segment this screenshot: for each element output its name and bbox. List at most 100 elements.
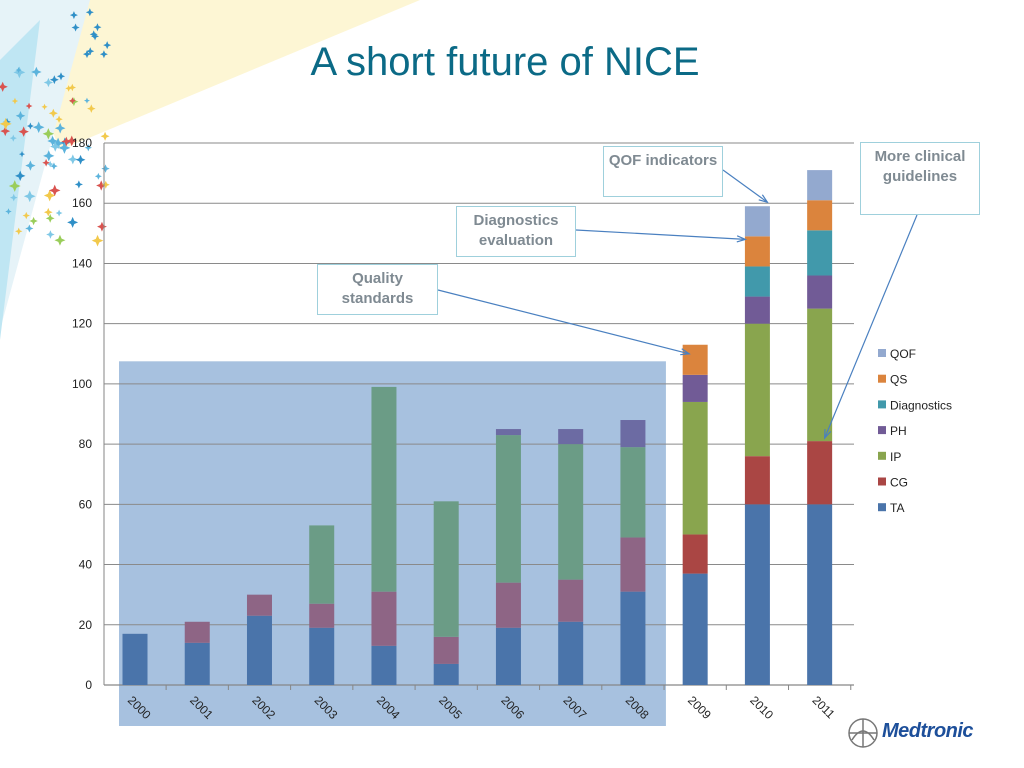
light-ray-shape [0,0,420,150]
bar-segment-diagnostics-2010 [744,266,770,297]
bar-segment-ph-2011 [807,275,833,309]
star-icon [43,189,56,202]
callout-qof-text: QOF indicators [608,152,718,169]
star-icon [61,136,72,147]
star-icon [15,227,23,236]
star-icon [15,110,26,121]
star-icon [52,137,64,149]
legend-label-ip: IP [890,450,901,464]
bars-layer [122,170,833,685]
star-icon [67,154,78,165]
star-icon [84,144,92,152]
bar-segment-ip-2005 [433,501,459,637]
star-icon [68,83,77,92]
star-icon [25,224,34,233]
bar-segment-ta-2007 [558,621,584,685]
star-icon [56,72,66,81]
legend-label-ta: TA [890,501,904,515]
star-icon [43,150,55,162]
star-icon [87,104,96,113]
bar-segment-ta-2006 [495,627,521,685]
bar-segment-diagnostics-2011 [807,230,833,276]
gridlines-layer [103,142,854,690]
star-icon [96,180,107,191]
star-icon [65,85,72,92]
star-icon [25,102,33,110]
bar-segment-ip-2004 [371,386,397,592]
callout-quality-text: Quality standards [341,270,414,307]
star-icon [99,50,108,59]
star-icon [11,97,19,105]
star-icon [58,141,71,154]
star-icon [101,180,110,189]
bar-segment-ph-2009 [682,374,708,402]
star-icon [49,75,59,85]
medtronic-logo: Medtronic [846,716,1006,752]
bar-segment-ta-2011 [807,504,833,685]
arrow-qof-head [758,194,769,204]
bar-segment-cg-2001 [184,621,210,643]
y-tick-label: 80 [79,437,93,451]
star-icon [47,135,58,147]
legend-label-diagnostics: Diagnostics [890,398,952,412]
star-icon [50,141,61,152]
star-icon [15,67,22,74]
bar-segment-ip-2009 [682,401,708,535]
star-icon [42,128,55,140]
star-icon [18,126,29,137]
y-tick-label: 120 [72,317,92,331]
star-icon [8,180,21,192]
y-tick-label: 180 [72,136,92,150]
bar-segment-ip-2008 [620,447,646,538]
bar-segment-ip-2003 [309,525,335,604]
star-icon [93,23,102,32]
legend-swatch-qof [878,349,886,357]
bar-segment-cg-2007 [558,579,584,622]
arrow-quality-head [680,348,691,356]
star-icon [86,47,95,56]
bar-segment-ip-2011 [807,308,833,442]
bar-segment-qof-2011 [807,170,833,201]
y-tick-label: 140 [72,256,92,270]
medtronic-logo-text: Medtronic [882,720,974,742]
star-icon [22,211,30,220]
bar-segment-ta-2001 [184,642,210,685]
x-tick-label: 2011 [810,693,838,721]
star-icon [0,126,11,137]
bar-segment-cg-2008 [620,537,646,592]
star-icon [91,234,104,247]
legend: QOF QS Diagnostics PH IP CG TA [878,347,952,515]
legend-swatch-ph [878,426,886,435]
arrow-diagnostics [575,229,746,240]
bar-segment-cg-2005 [433,636,459,664]
bar-segment-qs-2009 [682,344,708,375]
bar-segment-ph-2007 [558,429,584,445]
star-icon [54,234,66,246]
y-tick-label: 0 [85,678,92,692]
star-icon [97,221,107,232]
medtronic-symbol-icon [848,718,878,748]
arrow-diagnostics-head [736,235,748,243]
star-icon [69,11,78,20]
bar-segment-ta-2008 [620,591,646,685]
legend-swatch-ip [878,451,886,460]
bar-segment-ta-2003 [309,627,335,685]
bar-segment-ph-2010 [744,296,770,324]
star-icon [9,193,18,202]
bar-segment-cg-2009 [682,534,708,574]
star-icon [50,162,58,170]
arrow-guidelines-head [823,429,832,440]
bar-segment-ph-2006 [495,429,521,436]
y-tick-label: 60 [79,497,93,511]
star-icon [71,23,80,32]
bar-segment-ta-2000 [122,633,148,685]
arrow-guidelines [824,214,918,439]
bar-segment-qs-2010 [744,236,770,267]
bar-segment-ip-2010 [744,323,770,457]
legend-label-qs: QS [890,373,907,387]
star-icon [67,216,79,228]
star-icon [85,8,94,17]
star-icon [26,122,34,130]
